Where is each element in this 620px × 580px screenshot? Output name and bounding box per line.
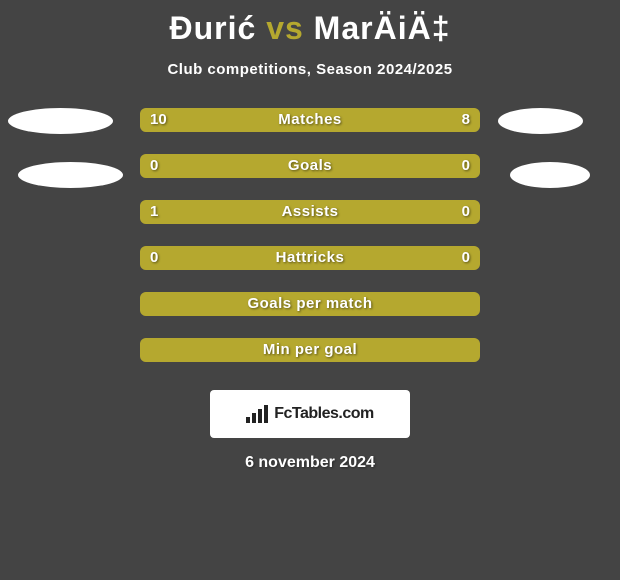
title: Đurić vs MarÄiÄ‡: [0, 0, 620, 47]
title-player2: MarÄiÄ‡: [314, 10, 451, 46]
value-left: 10: [150, 108, 167, 132]
stat-row: Assists1 0: [0, 200, 620, 246]
value-left: 0: [150, 154, 158, 178]
title-vs: vs: [256, 10, 313, 46]
fctables-logo[interactable]: FcTables.com: [210, 390, 410, 438]
stat-row: Hattricks0 0: [0, 246, 620, 292]
value-left: 1: [150, 200, 158, 224]
stat-row: Goals0 0: [0, 154, 620, 200]
comparison-chart: Matches108Goals00Assists10Hattricks00Goa…: [0, 108, 620, 384]
stat-label: Goals per match: [140, 292, 480, 316]
subtitle: Club competitions, Season 2024/2025: [0, 61, 620, 78]
stat-label: Matches: [140, 108, 480, 132]
logo-text: FcTables.com: [274, 405, 374, 423]
title-player1: Đurić: [170, 10, 257, 46]
value-right: 0: [462, 154, 470, 178]
stat-label: Goals: [140, 154, 480, 178]
value-right: 0: [462, 246, 470, 270]
value-right: 0: [462, 200, 470, 224]
value-left: 0: [150, 246, 158, 270]
date-label: 6 november 2024: [0, 454, 620, 472]
stat-label: Assists: [140, 200, 480, 224]
logo-bars-icon: [246, 405, 268, 423]
stat-label: Min per goal: [140, 338, 480, 362]
stat-row: Goals per match: [0, 292, 620, 338]
stat-label: Hattricks: [140, 246, 480, 270]
stat-row: Matches10 8: [0, 108, 620, 154]
stat-row: Min per goal: [0, 338, 620, 384]
value-right: 8: [462, 108, 470, 132]
